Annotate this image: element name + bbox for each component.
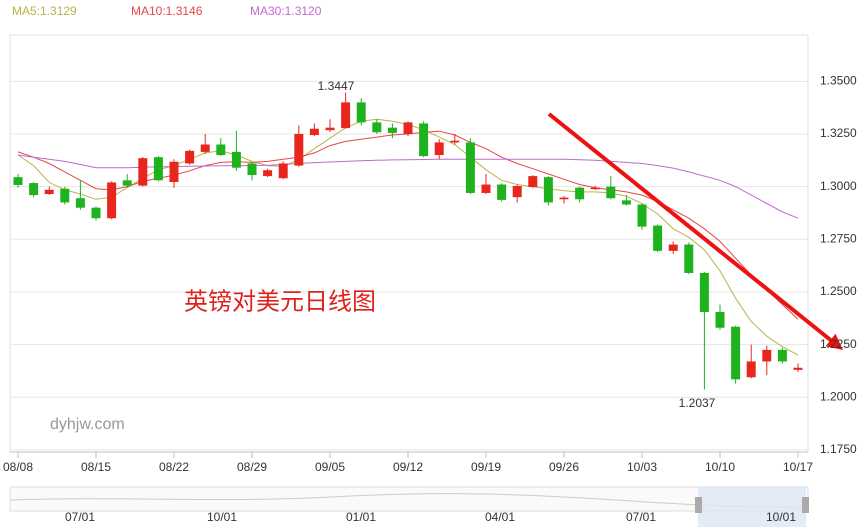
- navigator-label: 10/01: [207, 510, 237, 524]
- candle-body: [44, 189, 54, 195]
- navigator-label: 01/01: [346, 510, 376, 524]
- legend-entry: MA5:1.3129: [12, 4, 77, 18]
- candle-body: [465, 142, 475, 193]
- legend-entry: MA10:1.3146: [131, 4, 203, 18]
- candle-body: [294, 133, 304, 166]
- navigator-label: 07/01: [65, 510, 95, 524]
- x-tick-label: 10/03: [627, 460, 657, 474]
- x-tick-label: 08/15: [81, 460, 111, 474]
- candle-body: [715, 311, 725, 328]
- y-tick-label: 1.2500: [820, 284, 857, 298]
- candle-body: [200, 144, 210, 152]
- candle-body: [278, 163, 288, 179]
- x-tick-label: 10/17: [783, 460, 813, 474]
- y-tick-label: 1.3250: [820, 126, 857, 140]
- candle-body: [356, 102, 366, 123]
- y-tick-label: 1.1750: [820, 442, 857, 456]
- candle-body: [169, 161, 179, 183]
- candle-body: [419, 123, 429, 157]
- candle-body: [559, 197, 569, 200]
- candle-body: [497, 184, 507, 200]
- x-tick-label: 09/12: [393, 460, 423, 474]
- low-annotation: 1.2037: [679, 396, 716, 410]
- x-tick-label: 08/08: [3, 460, 33, 474]
- candle-body: [185, 150, 195, 164]
- candle-body: [481, 184, 491, 193]
- x-tick-label: 09/05: [315, 460, 345, 474]
- candle-body: [793, 367, 803, 370]
- navigator-label: 10/01: [766, 510, 796, 524]
- candle-body: [153, 157, 163, 181]
- candle-body: [231, 151, 241, 168]
- candle-body: [247, 163, 257, 176]
- candle-body: [621, 200, 631, 205]
- candle-body: [216, 144, 226, 156]
- candle-body: [543, 177, 553, 203]
- candle-body: [325, 127, 335, 131]
- y-tick-label: 1.2000: [820, 389, 857, 403]
- candle-body: [731, 326, 741, 380]
- x-tick-label: 10/10: [705, 460, 735, 474]
- chart-title: 英镑对美元日线图: [184, 288, 376, 315]
- x-tick-label: 08/22: [159, 460, 189, 474]
- x-tick-label: 09/19: [471, 460, 501, 474]
- candle-body: [13, 177, 23, 185]
- candle-body: [387, 127, 397, 133]
- ma-line: [17, 118, 799, 356]
- candle-body: [777, 349, 787, 362]
- ma-line: [17, 154, 799, 219]
- candle-body: [29, 183, 39, 196]
- navigator-label: 04/01: [485, 510, 515, 524]
- navigator-range[interactable]: [698, 487, 806, 527]
- candle-body: [341, 102, 351, 129]
- candle-body: [575, 187, 585, 200]
- candle-body: [699, 272, 709, 312]
- x-tick-label: 08/29: [237, 460, 267, 474]
- legend-entry: MA30:1.3120: [250, 4, 322, 18]
- candle-body: [434, 142, 444, 156]
- navigator-line: [9, 493, 809, 509]
- y-tick-label: 1.3500: [820, 74, 857, 88]
- candle-body: [512, 186, 522, 198]
- trend-arrow: [547, 112, 843, 351]
- candle-body: [668, 244, 678, 251]
- candle-body: [762, 349, 772, 362]
- navigator[interactable]: 07/01 10/01 01/01 04/01 07/01 10/01: [9, 486, 809, 527]
- candle-body: [107, 182, 117, 219]
- candle-body: [75, 198, 85, 208]
- candle-body: [746, 361, 756, 378]
- candle-body: [528, 176, 538, 188]
- watermark: dyhjw.com: [50, 416, 125, 433]
- candle-body: [606, 186, 616, 199]
- candle-body: [590, 187, 600, 190]
- navigator-label: 07/01: [626, 510, 656, 524]
- candle-body: [138, 158, 148, 186]
- y-tick-label: 1.3000: [820, 179, 857, 193]
- candle-body: [403, 122, 413, 134]
- y-tick-label: 1.2250: [820, 337, 857, 351]
- navigator-handle[interactable]: [695, 497, 702, 513]
- high-annotation: 1.3447: [318, 79, 355, 93]
- candle-body: [91, 207, 101, 219]
- candle-body: [263, 170, 273, 177]
- candle-body: [309, 128, 319, 136]
- candle-body: [122, 180, 132, 186]
- candle-body: [684, 244, 694, 273]
- navigator-handle[interactable]: [802, 497, 809, 513]
- y-tick-label: 1.2750: [820, 231, 857, 245]
- x-tick-label: 09/26: [549, 460, 579, 474]
- candle-body: [450, 140, 460, 143]
- candle-body: [653, 225, 663, 251]
- candle-body: [372, 122, 382, 133]
- candle-body: [637, 204, 647, 227]
- candle-body: [60, 188, 70, 203]
